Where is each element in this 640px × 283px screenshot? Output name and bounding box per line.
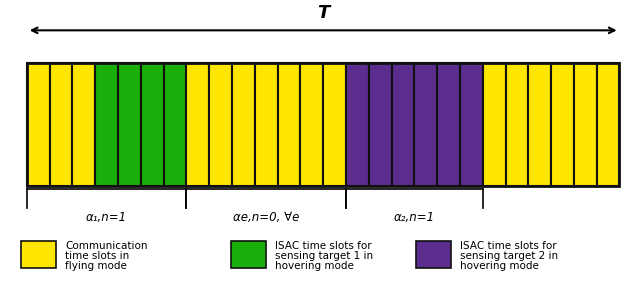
Text: T: T bbox=[317, 4, 330, 22]
FancyBboxPatch shape bbox=[323, 63, 346, 186]
FancyBboxPatch shape bbox=[300, 63, 323, 186]
FancyBboxPatch shape bbox=[483, 63, 506, 186]
FancyBboxPatch shape bbox=[278, 63, 300, 186]
FancyBboxPatch shape bbox=[164, 63, 186, 186]
Text: αe,n=0, ∀e: αe,n=0, ∀e bbox=[233, 211, 300, 224]
FancyBboxPatch shape bbox=[506, 63, 529, 186]
Text: ISAC time slots for: ISAC time slots for bbox=[460, 241, 557, 251]
FancyBboxPatch shape bbox=[141, 63, 164, 186]
Text: hovering mode: hovering mode bbox=[275, 261, 355, 271]
FancyBboxPatch shape bbox=[551, 63, 574, 186]
FancyBboxPatch shape bbox=[186, 63, 209, 186]
FancyBboxPatch shape bbox=[529, 63, 551, 186]
FancyBboxPatch shape bbox=[27, 63, 50, 186]
FancyBboxPatch shape bbox=[232, 63, 255, 186]
FancyBboxPatch shape bbox=[209, 63, 232, 186]
FancyBboxPatch shape bbox=[231, 241, 266, 268]
FancyBboxPatch shape bbox=[50, 63, 72, 186]
Text: ISAC time slots for: ISAC time slots for bbox=[275, 241, 372, 251]
Text: α₂,n=1: α₂,n=1 bbox=[394, 211, 435, 224]
FancyBboxPatch shape bbox=[460, 63, 483, 186]
Text: Communication: Communication bbox=[65, 241, 148, 251]
FancyBboxPatch shape bbox=[392, 63, 414, 186]
Text: α₁,n=1: α₁,n=1 bbox=[86, 211, 127, 224]
Text: flying mode: flying mode bbox=[65, 261, 127, 271]
Text: hovering mode: hovering mode bbox=[460, 261, 539, 271]
FancyBboxPatch shape bbox=[118, 63, 141, 186]
FancyBboxPatch shape bbox=[596, 63, 620, 186]
FancyBboxPatch shape bbox=[255, 63, 278, 186]
Text: sensing target 2 in: sensing target 2 in bbox=[460, 251, 558, 261]
FancyBboxPatch shape bbox=[346, 63, 369, 186]
FancyBboxPatch shape bbox=[20, 241, 56, 268]
FancyBboxPatch shape bbox=[369, 63, 392, 186]
FancyBboxPatch shape bbox=[574, 63, 596, 186]
FancyBboxPatch shape bbox=[414, 63, 437, 186]
FancyBboxPatch shape bbox=[415, 241, 451, 268]
Text: time slots in: time slots in bbox=[65, 251, 129, 261]
FancyBboxPatch shape bbox=[95, 63, 118, 186]
FancyBboxPatch shape bbox=[437, 63, 460, 186]
FancyBboxPatch shape bbox=[72, 63, 95, 186]
Text: sensing target 1 in: sensing target 1 in bbox=[275, 251, 374, 261]
